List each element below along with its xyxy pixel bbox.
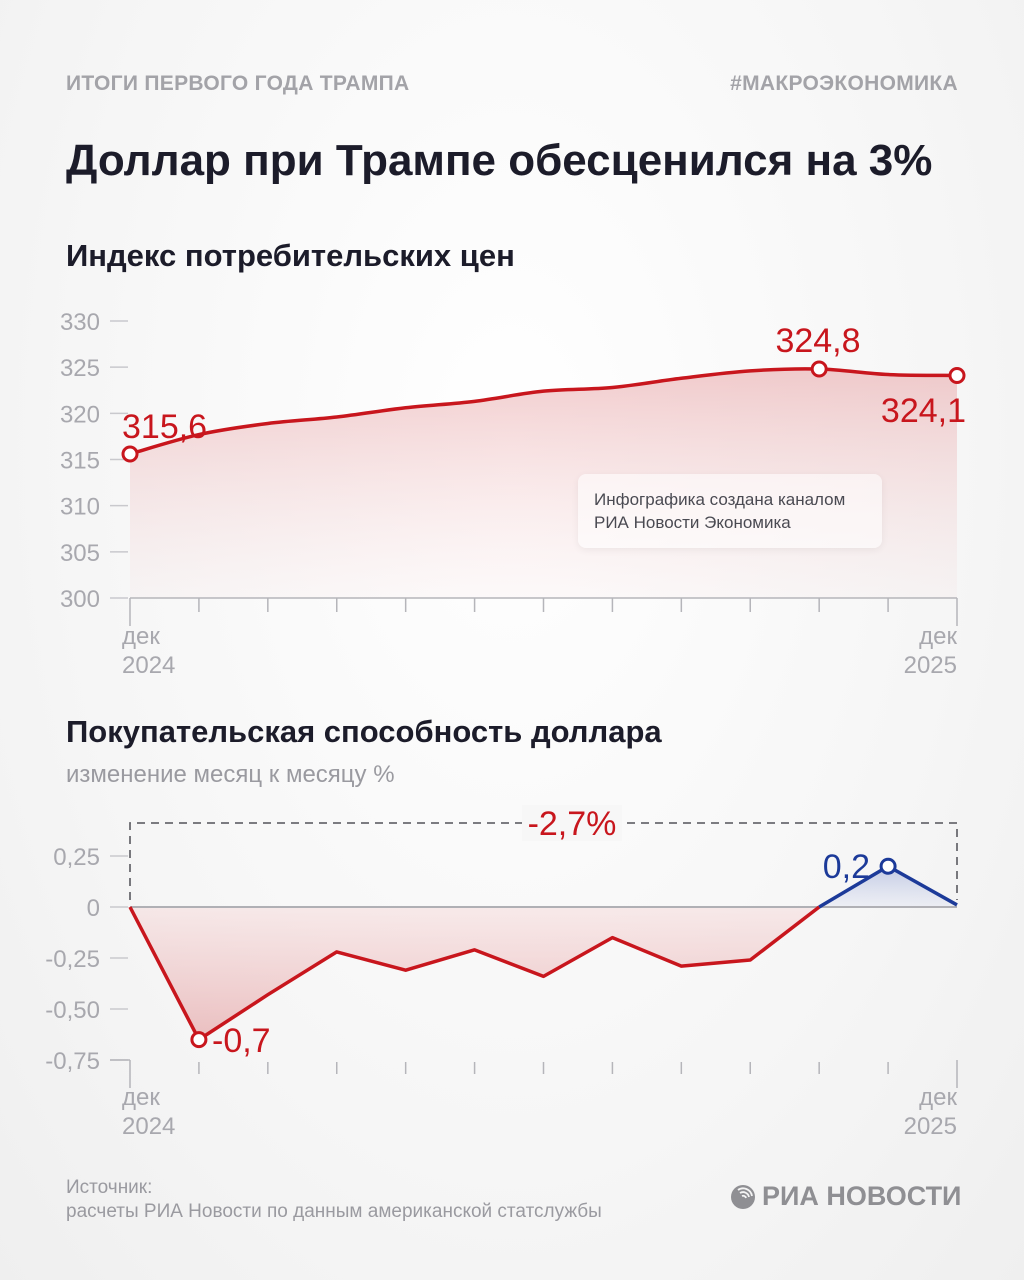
- logo-text: РИА НОВОСТИ: [762, 1181, 962, 1211]
- cpi-chart-title: Индекс потребительских цен: [66, 238, 515, 273]
- x-label-start-month: дек: [122, 1084, 160, 1111]
- y-tick-label: -0,75: [45, 1048, 100, 1075]
- total-change-label: -2,7%: [528, 805, 617, 843]
- note-line-1: Инфографика создана каналом: [594, 490, 846, 509]
- x-label-start-year: 2024: [122, 1113, 175, 1140]
- x-label-end-month: дек: [919, 1084, 957, 1111]
- data-label: 315,6: [122, 408, 207, 446]
- purchasing-power-chart-title: Покупательская способность доллара: [66, 714, 662, 749]
- y-tick-label: 320: [60, 401, 100, 428]
- x-label-end-year: 2025: [904, 652, 957, 679]
- x-label-start-month: дек: [122, 623, 160, 650]
- headline: Доллар при Трампе обесценился на 3%: [66, 136, 933, 185]
- purchasing-power-chart: 0,250-0,25-0,50-0,75-2,7%дек2024дек2025-…: [45, 805, 958, 1140]
- x-label-start-year: 2024: [122, 652, 175, 679]
- total-label-bg: [522, 805, 622, 841]
- globe-logo-icon: [731, 1184, 755, 1209]
- y-tick-label: 0: [87, 895, 100, 922]
- negative-line: [128, 905, 821, 1042]
- negative-area: [130, 907, 820, 1040]
- y-tick-label: 315: [60, 448, 100, 475]
- y-tick-label: -0,25: [45, 946, 100, 973]
- data-label: -0,7: [212, 1022, 271, 1060]
- y-tick-label: -0,50: [45, 997, 100, 1024]
- y-tick-label: 310: [60, 494, 100, 521]
- data-point-marker: [879, 857, 897, 875]
- data-label: 0,2: [823, 848, 870, 886]
- y-tick-label: 330: [60, 309, 100, 336]
- y-tick-label: 300: [60, 586, 100, 613]
- y-tick-label: 0,25: [53, 844, 100, 871]
- x-label-end-month: дек: [919, 623, 957, 650]
- kicker-left: ИТОГИ ПЕРВОГО ГОДА ТРАМПА: [66, 72, 410, 95]
- source-label: Источник:: [66, 1177, 153, 1198]
- purchasing-power-subtitle: изменение месяц к месяцу %: [66, 761, 395, 788]
- kicker-hashtag: #МАКРОЭКОНОМИКА: [730, 72, 958, 95]
- y-tick-label: 305: [60, 540, 100, 567]
- y-tick-label: 325: [60, 355, 100, 382]
- data-point-marker: [121, 445, 139, 463]
- positive-area: [819, 866, 957, 907]
- note-line-2: РИА Новости Экономика: [594, 513, 791, 532]
- x-label-end-year: 2025: [904, 1113, 957, 1140]
- source-text: расчеты РИА Новости по данным американск…: [66, 1201, 602, 1222]
- data-label: 324,1: [881, 392, 966, 430]
- data-point-marker: [810, 360, 828, 378]
- attribution-note: Инфографика создана каналом РИА Новости …: [578, 474, 882, 548]
- ria-novosti-logo: РИА НОВОСТИ: [730, 1181, 961, 1212]
- data-label: 324,8: [775, 322, 860, 360]
- source: Источник: расчеты РИА Новости по данным …: [66, 1176, 602, 1224]
- data-point-marker: [948, 366, 966, 384]
- data-point-marker: [190, 1031, 208, 1049]
